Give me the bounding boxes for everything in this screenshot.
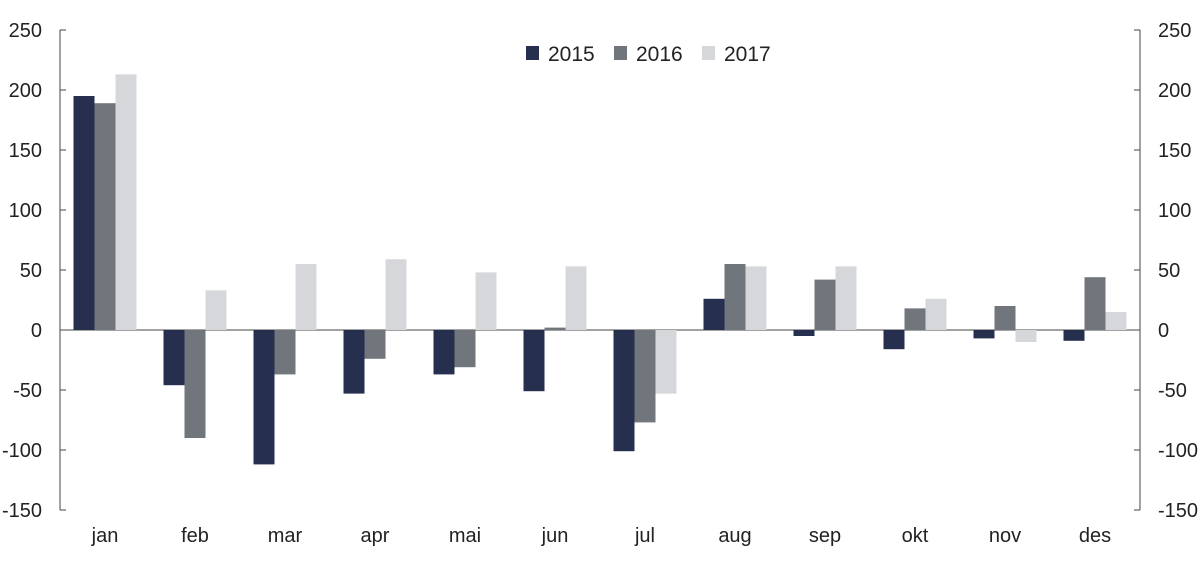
bar-apr-2017 [385, 259, 407, 330]
legend-label-2016: 2016 [636, 43, 683, 66]
x-tick-label-okt: okt [902, 525, 929, 547]
y-tick-label-left: 100 [9, 200, 42, 222]
legend-label-2015: 2015 [548, 43, 595, 66]
x-tick-label-mai: mai [449, 525, 481, 547]
x-tick-label-aug: aug [718, 525, 751, 547]
bar-mai-2016 [454, 330, 476, 368]
axes [59, 29, 1141, 511]
labels: 250 250 200 200 150 150 100 100 50 50 0 0 -50 -50 -100… [2, 20, 1198, 547]
bar-aug-2015 [703, 298, 725, 330]
legend-swatch-2015 [526, 46, 539, 60]
y-tick-label-right: 200 [1158, 80, 1191, 102]
y-tick-label-left: -100 [2, 440, 42, 462]
x-tick-label-apr: apr [361, 525, 390, 547]
bar-sep-2017 [835, 266, 857, 330]
bar-feb-2016 [184, 330, 206, 438]
bar-apr-2015 [343, 330, 365, 394]
y-tick-label-right: 100 [1158, 200, 1191, 222]
bar-jun-2016 [544, 327, 566, 330]
y-tick-label-left: 250 [9, 20, 42, 42]
bar-apr-2016 [364, 330, 386, 359]
y-tick-label-right: 0 [1158, 320, 1169, 342]
legend-swatch-2017 [702, 46, 715, 60]
bar-jul-2015 [613, 330, 635, 452]
bar-des-2017 [1105, 312, 1127, 330]
legend-label-2017: 2017 [724, 43, 771, 66]
bar-nov-2015 [973, 330, 995, 339]
x-tick-label-mar: mar [268, 525, 303, 547]
bar-jan-2016 [94, 103, 116, 330]
y-tick-label-left: -150 [2, 500, 42, 522]
x-tick-label-des: des [1079, 525, 1111, 547]
bar-aug-2017 [745, 266, 767, 330]
bar-jun-2015 [523, 330, 545, 392]
bar-aug-2016 [724, 264, 746, 330]
y-tick-label-left: 0 [31, 320, 42, 342]
x-tick-label-nov: nov [989, 525, 1021, 547]
bar-okt-2015 [883, 330, 905, 350]
y-tick-label-left: 50 [20, 260, 42, 282]
bar-jul-2016 [634, 330, 656, 423]
bar-okt-2016 [904, 308, 926, 330]
bar-sep-2016 [814, 279, 836, 330]
bar-mar-2016 [274, 330, 296, 375]
y-tick-label-right: -150 [1158, 500, 1198, 522]
bar-feb-2015 [163, 330, 185, 386]
y-tick-label-right: -100 [1158, 440, 1198, 462]
bar-mar-2015 [253, 330, 275, 465]
x-tick-label-jan: jan [91, 525, 119, 547]
legend-swatch-2016 [614, 46, 627, 60]
y-tick-label-left: 200 [9, 80, 42, 102]
bar-jan-2015 [73, 96, 95, 330]
bars [73, 74, 1127, 465]
bar-jun-2017 [565, 266, 587, 330]
bar-des-2015 [1063, 330, 1085, 341]
y-tick-label-right: 150 [1158, 140, 1191, 162]
y-tick-label-right: -50 [1158, 380, 1187, 402]
y-tick-label-left: 150 [9, 140, 42, 162]
bar-jan-2017 [115, 74, 137, 331]
bar-mai-2017 [475, 272, 497, 330]
bar-mar-2017 [295, 264, 317, 330]
bar-des-2016 [1084, 277, 1106, 330]
y-tick-label-left: -50 [13, 380, 42, 402]
bar-sep-2015 [793, 330, 815, 336]
legend: 2015 2016 2017 [526, 43, 771, 66]
y-tick-label-right: 250 [1158, 20, 1191, 42]
x-tick-label-sep: sep [809, 525, 841, 547]
x-tick-label-feb: feb [181, 525, 209, 547]
bar-jul-2017 [655, 330, 677, 394]
bar-okt-2017 [925, 298, 947, 330]
x-tick-label-jun: jun [541, 525, 569, 547]
y-tick-label-right: 50 [1158, 260, 1180, 282]
x-tick-label-jul: jul [634, 525, 655, 547]
bar-nov-2017 [1015, 330, 1037, 342]
bar-nov-2016 [994, 306, 1016, 330]
bar-mai-2015 [433, 330, 455, 375]
bar-feb-2017 [205, 290, 227, 330]
